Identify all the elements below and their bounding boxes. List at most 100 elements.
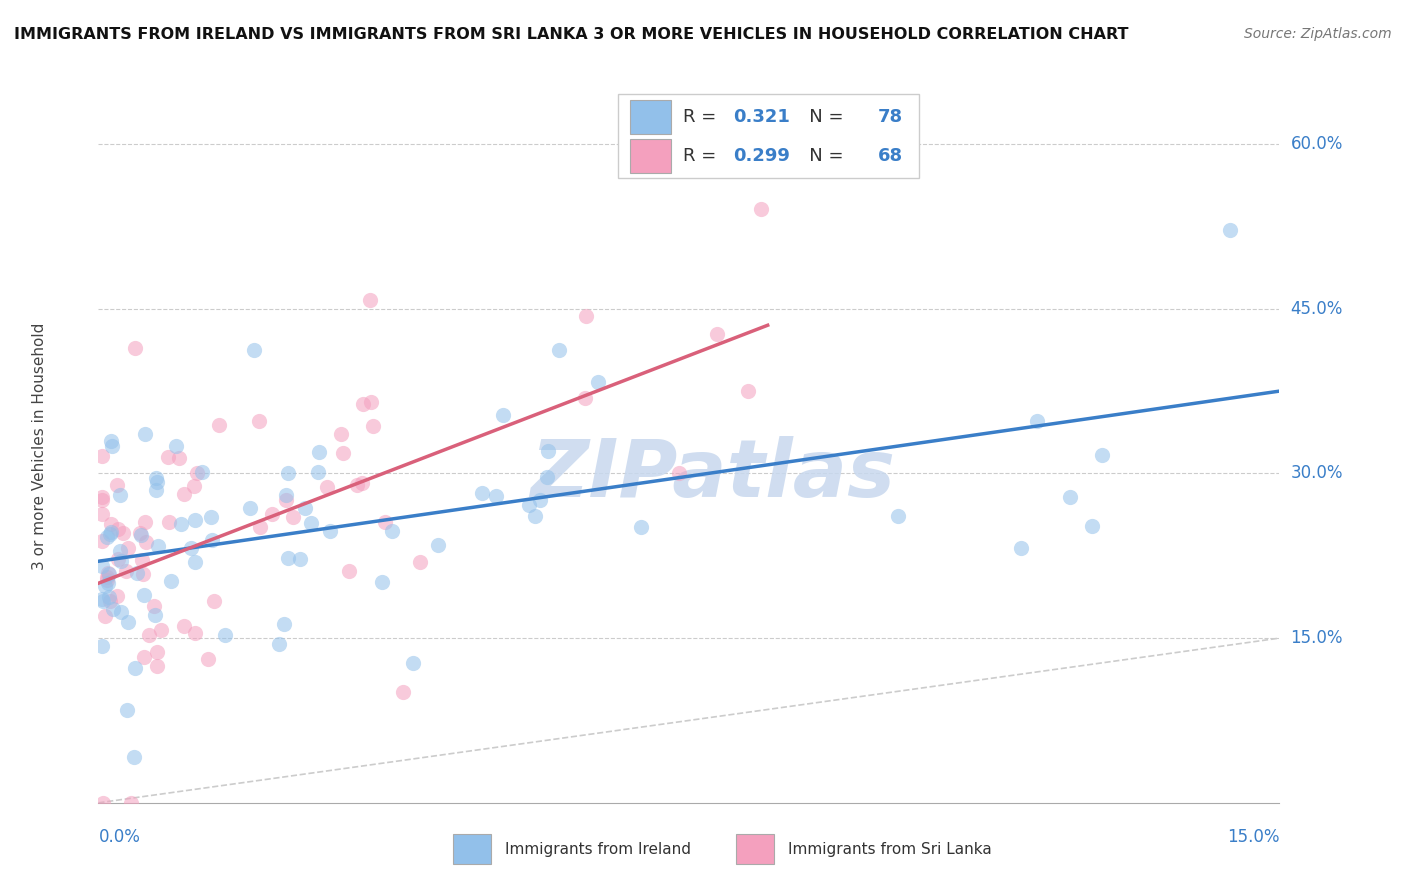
Point bbox=[359, 293, 381, 308]
Point bbox=[492, 408, 515, 422]
Text: IMMIGRANTS FROM IRELAND VS IMMIGRANTS FROM SRI LANKA 3 OR MORE VEHICLES IN HOUSE: IMMIGRANTS FROM IRELAND VS IMMIGRANTS FR… bbox=[14, 27, 1129, 42]
Point bbox=[124, 661, 146, 675]
Text: 0.321: 0.321 bbox=[733, 108, 790, 126]
Point bbox=[737, 384, 759, 399]
Point bbox=[135, 535, 157, 549]
Text: 15.0%: 15.0% bbox=[1291, 629, 1343, 647]
Point bbox=[98, 527, 121, 541]
Point bbox=[184, 626, 207, 640]
Point bbox=[167, 450, 190, 465]
Point bbox=[96, 530, 118, 544]
Point bbox=[146, 659, 169, 673]
Text: 15.0%: 15.0% bbox=[1227, 828, 1279, 846]
Point bbox=[307, 465, 329, 479]
Text: N =: N = bbox=[792, 108, 849, 126]
Text: 3 or more Vehicles in Household: 3 or more Vehicles in Household bbox=[32, 322, 46, 570]
Point bbox=[91, 592, 114, 607]
Text: Immigrants from Ireland: Immigrants from Ireland bbox=[505, 842, 690, 856]
Point bbox=[536, 470, 558, 484]
Point bbox=[160, 574, 183, 588]
Point bbox=[122, 750, 145, 764]
Text: 68: 68 bbox=[877, 146, 903, 165]
Point bbox=[146, 475, 169, 490]
Point bbox=[117, 541, 139, 556]
Point bbox=[401, 657, 423, 671]
Point bbox=[170, 516, 193, 531]
Point bbox=[208, 418, 231, 433]
Point bbox=[202, 594, 225, 608]
Point bbox=[749, 202, 772, 216]
Bar bbox=[630, 138, 671, 173]
Point bbox=[706, 327, 728, 342]
Point bbox=[91, 491, 114, 505]
Text: 0.0%: 0.0% bbox=[98, 828, 141, 846]
Point bbox=[184, 513, 207, 527]
Point bbox=[146, 539, 169, 553]
Point bbox=[131, 553, 153, 567]
Point bbox=[138, 628, 160, 642]
Point bbox=[157, 515, 180, 529]
Point bbox=[575, 309, 598, 323]
Point bbox=[316, 480, 339, 494]
Point bbox=[239, 501, 262, 516]
Point bbox=[332, 445, 354, 459]
Point bbox=[247, 414, 270, 428]
Point bbox=[173, 619, 195, 633]
Point bbox=[274, 488, 297, 502]
Point bbox=[120, 796, 142, 810]
Point bbox=[1081, 518, 1104, 533]
Point bbox=[110, 605, 132, 619]
Point bbox=[1059, 491, 1081, 505]
Point bbox=[108, 488, 131, 502]
Point bbox=[574, 391, 596, 405]
Point bbox=[91, 534, 114, 549]
Text: R =: R = bbox=[683, 146, 723, 165]
Text: Source: ZipAtlas.com: Source: ZipAtlas.com bbox=[1244, 27, 1392, 41]
Point bbox=[107, 551, 129, 566]
Point bbox=[392, 684, 415, 698]
Point bbox=[143, 608, 166, 623]
Point bbox=[91, 507, 114, 521]
Point bbox=[117, 615, 139, 629]
Point bbox=[360, 395, 382, 409]
Point bbox=[201, 533, 224, 548]
Point bbox=[96, 569, 118, 583]
Bar bbox=[453, 834, 491, 864]
Text: 30.0%: 30.0% bbox=[1291, 465, 1343, 483]
Point bbox=[129, 526, 152, 541]
Point bbox=[273, 617, 295, 632]
Point bbox=[352, 397, 374, 411]
Point bbox=[101, 439, 124, 453]
Point bbox=[134, 427, 156, 442]
Point bbox=[1026, 414, 1049, 428]
Point bbox=[107, 522, 129, 536]
Bar bbox=[737, 834, 773, 864]
Point bbox=[337, 564, 360, 578]
Point bbox=[197, 652, 219, 666]
Point bbox=[274, 493, 297, 508]
Text: 0.299: 0.299 bbox=[733, 146, 790, 165]
Point bbox=[134, 515, 156, 529]
Text: R =: R = bbox=[683, 108, 723, 126]
Point bbox=[97, 566, 120, 580]
Point bbox=[145, 645, 167, 659]
Point bbox=[346, 478, 368, 492]
Point bbox=[124, 341, 146, 355]
Point bbox=[94, 578, 117, 592]
Point bbox=[145, 483, 167, 498]
Point bbox=[98, 567, 121, 582]
Point bbox=[180, 541, 202, 555]
Point bbox=[105, 589, 128, 603]
Point bbox=[277, 466, 299, 480]
Point bbox=[132, 588, 155, 602]
Point bbox=[91, 639, 114, 653]
Point bbox=[184, 555, 207, 569]
Point bbox=[149, 624, 172, 638]
Point bbox=[260, 507, 283, 521]
Point bbox=[103, 601, 125, 615]
Text: 78: 78 bbox=[877, 108, 903, 126]
Text: N =: N = bbox=[792, 146, 849, 165]
Point bbox=[111, 525, 134, 540]
Point bbox=[471, 485, 494, 500]
Point bbox=[249, 519, 271, 533]
